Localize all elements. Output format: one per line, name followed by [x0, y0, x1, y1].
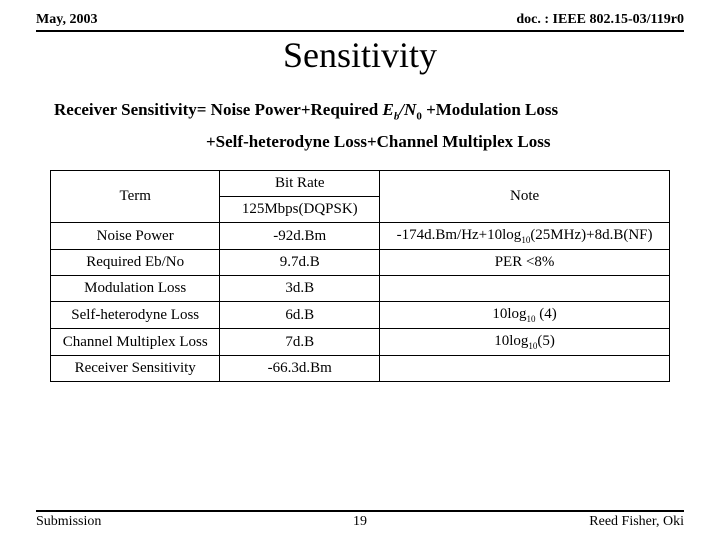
- value-cell: 7d.B: [220, 329, 380, 356]
- value-cell: -92d.Bm: [220, 223, 380, 250]
- col-bitrate-sub: 125Mbps(DQPSK): [220, 197, 380, 223]
- table-row: Required Eb/No9.7d.BPER <8%: [51, 250, 670, 276]
- note-cell: 10log10 (4): [380, 302, 670, 329]
- table-head-row: Term Bit Rate Note: [51, 171, 670, 197]
- note-cell: [380, 356, 670, 382]
- col-note: Note: [380, 171, 670, 223]
- slide: May, 2003 doc. : IEEE 802.15-03/119r0 Se…: [0, 0, 720, 540]
- table-row: Channel Multiplex Loss7d.B10log10(5): [51, 329, 670, 356]
- table-row: Receiver Sensitivity-66.3d.Bm: [51, 356, 670, 382]
- eq-eb: E: [382, 100, 393, 119]
- sensitivity-table: Term Bit Rate Note 125Mbps(DQPSK) Noise …: [50, 170, 670, 382]
- table-row: Noise Power-92d.Bm-174d.Bm/Hz+10log10(25…: [51, 223, 670, 250]
- table-body: Noise Power-92d.Bm-174d.Bm/Hz+10log10(25…: [51, 223, 670, 382]
- term-cell: Modulation Loss: [51, 276, 220, 302]
- term-cell: Receiver Sensitivity: [51, 356, 220, 382]
- term-cell: Channel Multiplex Loss: [51, 329, 220, 356]
- note-cell: 10log10(5): [380, 329, 670, 356]
- table-row: Self-heterodyne Loss6d.B10log10 (4): [51, 302, 670, 329]
- term-cell: Required Eb/No: [51, 250, 220, 276]
- value-cell: 3d.B: [220, 276, 380, 302]
- eq-suffix: +Modulation Loss: [422, 100, 558, 119]
- term-cell: Self-heterodyne Loss: [51, 302, 220, 329]
- header-doc: doc. : IEEE 802.15-03/119r0: [516, 12, 684, 28]
- footer: Submission 19 Reed Fisher, Oki: [36, 510, 684, 530]
- col-bitrate: Bit Rate: [220, 171, 380, 197]
- note-cell: [380, 276, 670, 302]
- eq-n: N: [404, 100, 416, 119]
- header: May, 2003 doc. : IEEE 802.15-03/119r0: [36, 12, 684, 32]
- value-cell: -66.3d.Bm: [220, 356, 380, 382]
- header-date: May, 2003: [36, 12, 97, 28]
- eq-prefix: Receiver Sensitivity= Noise Power+Requir…: [54, 100, 382, 119]
- equation-line1: Receiver Sensitivity= Noise Power+Requir…: [54, 100, 684, 122]
- value-cell: 6d.B: [220, 302, 380, 329]
- equation-line2: +Self-heterodyne Loss+Channel Multiplex …: [206, 132, 684, 152]
- col-term: Term: [51, 171, 220, 223]
- term-cell: Noise Power: [51, 223, 220, 250]
- table-row: Modulation Loss3d.B: [51, 276, 670, 302]
- footer-page: 19: [36, 514, 684, 530]
- page-title: Sensitivity: [36, 34, 684, 76]
- note-cell: PER <8%: [380, 250, 670, 276]
- value-cell: 9.7d.B: [220, 250, 380, 276]
- note-cell: -174d.Bm/Hz+10log10(25MHz)+8d.B(NF): [380, 223, 670, 250]
